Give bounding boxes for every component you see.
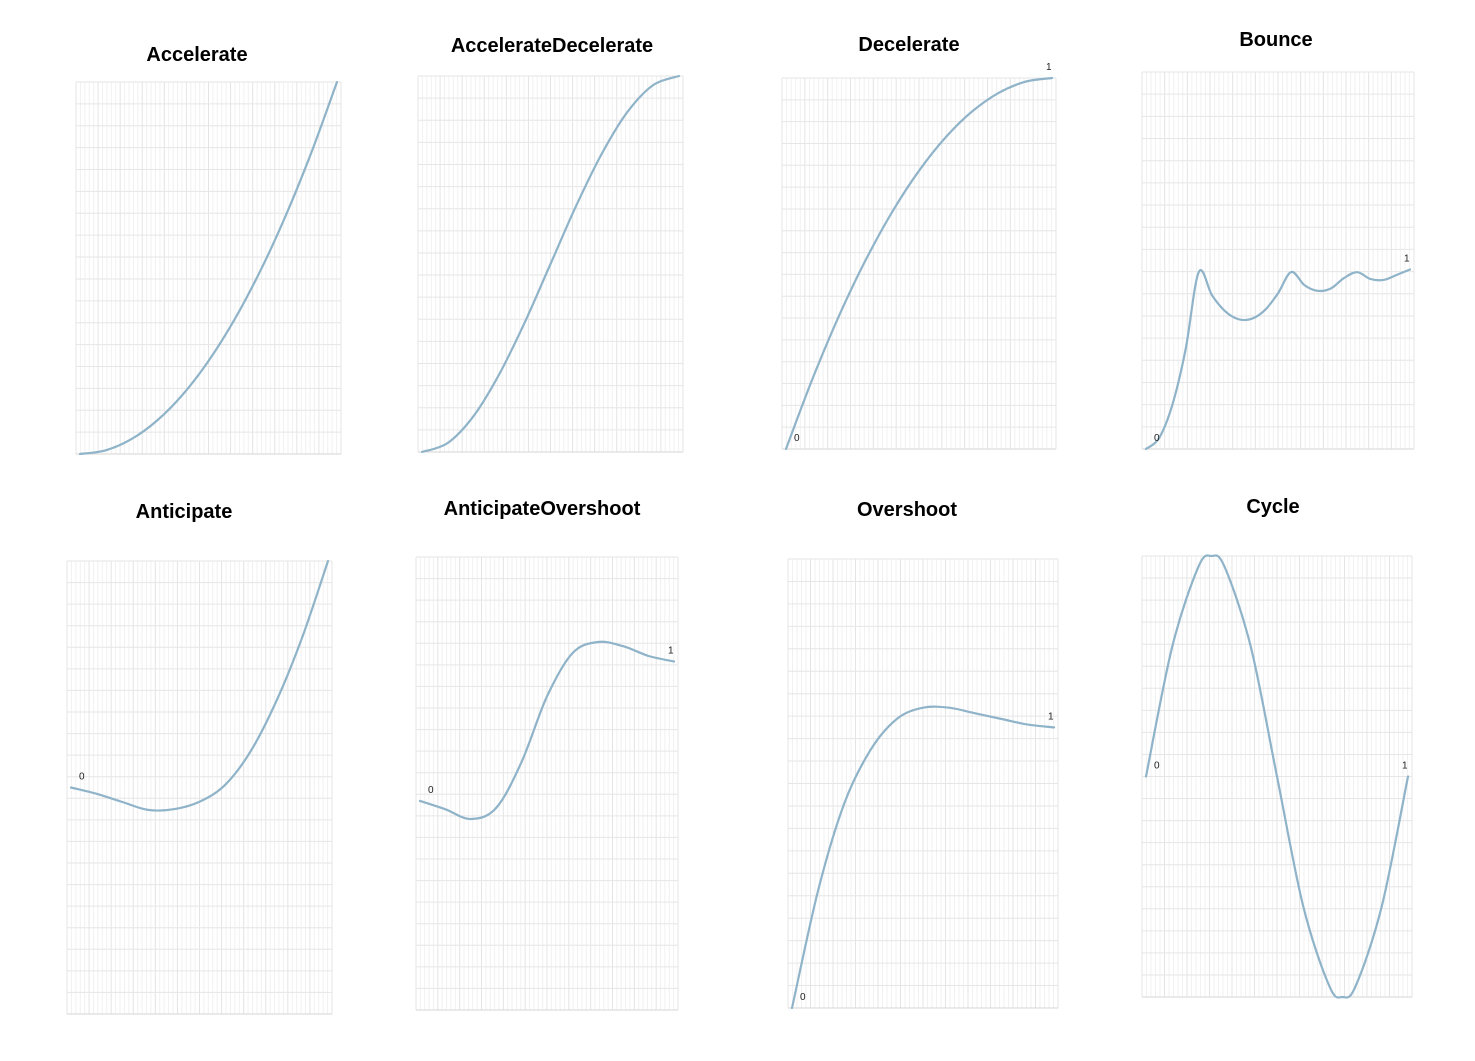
plot: 01 (781, 62, 1057, 451)
end-label: 1 (668, 646, 674, 657)
plot (75, 80, 342, 456)
chart-title: Bounce (1239, 29, 1313, 51)
chart-title: Accelerate (146, 44, 248, 66)
grid (781, 77, 1057, 450)
start-label: 0 (1154, 761, 1160, 772)
grid (787, 558, 1059, 1009)
series-line (790, 705, 1056, 1010)
chart-title: AccelerateDecelerate (450, 35, 654, 57)
series-line (69, 559, 330, 812)
grid (415, 556, 679, 1011)
end-label: 1 (1402, 761, 1408, 772)
chart-title: Overshoot (856, 499, 958, 521)
series-line (418, 640, 676, 821)
grid (1141, 71, 1415, 450)
start-label: 0 (1154, 433, 1160, 444)
series-line (784, 76, 1054, 451)
end-label: 1 (1404, 253, 1410, 264)
chart-title: Decelerate (858, 34, 960, 56)
plot (417, 74, 684, 454)
series-line (420, 74, 681, 454)
series-line (1144, 268, 1412, 451)
grid (66, 560, 333, 1015)
start-label: 0 (428, 785, 434, 796)
plot: 01 (1141, 71, 1415, 451)
chart-title: AnticipateOvershoot (443, 498, 641, 520)
chart-title: Cycle (1246, 496, 1300, 518)
start-label: 0 (79, 772, 85, 783)
grid (1141, 555, 1413, 998)
plot: 01 (415, 556, 679, 1011)
series-line (78, 80, 339, 456)
start-label: 0 (800, 992, 806, 1003)
grid (417, 75, 684, 453)
plot: 01 (787, 558, 1059, 1010)
end-label: 1 (1046, 62, 1052, 73)
start-label: 0 (794, 433, 800, 444)
end-label: 1 (1048, 711, 1054, 722)
plot: 0 (66, 559, 333, 1015)
grid (75, 81, 342, 455)
chart-title: Anticipate (135, 501, 233, 523)
series-line (1144, 554, 1410, 999)
